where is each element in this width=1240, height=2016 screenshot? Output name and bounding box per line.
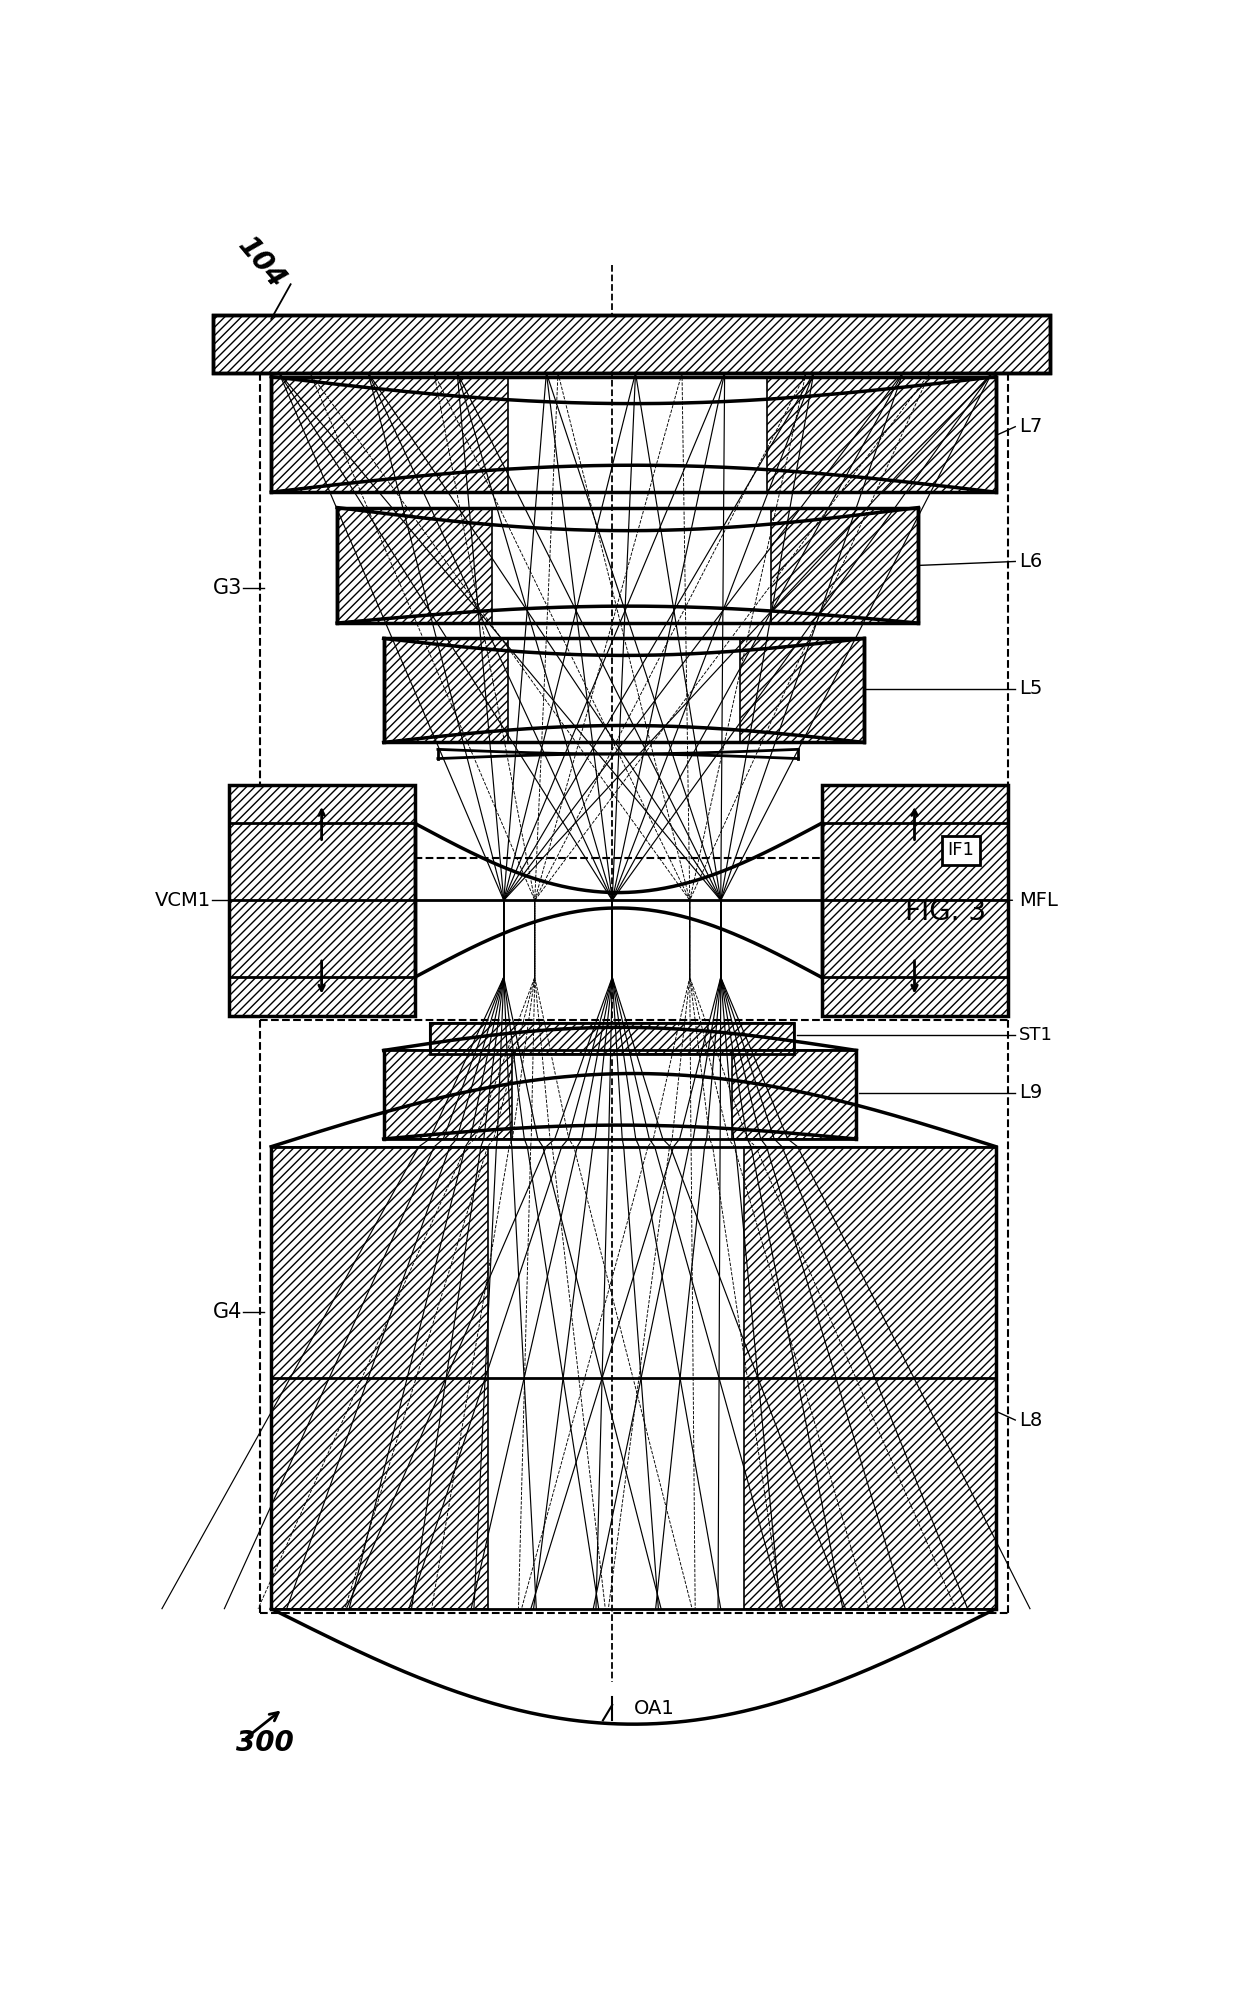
Bar bbox=[821, 784, 1007, 1016]
Text: G3: G3 bbox=[212, 579, 242, 599]
Text: L9: L9 bbox=[1019, 1083, 1043, 1103]
Text: L8: L8 bbox=[1019, 1411, 1043, 1429]
Text: IF1: IF1 bbox=[947, 841, 975, 859]
Text: VCM1: VCM1 bbox=[155, 891, 211, 909]
Bar bbox=[430, 1024, 795, 1054]
Text: OA1: OA1 bbox=[634, 1699, 675, 1718]
Bar bbox=[733, 1050, 857, 1139]
Bar bbox=[272, 377, 507, 492]
Text: 104: 104 bbox=[233, 232, 291, 294]
Bar bbox=[213, 314, 1050, 373]
Bar bbox=[383, 639, 864, 742]
Text: ST1: ST1 bbox=[1019, 1026, 1053, 1044]
Bar bbox=[213, 314, 1050, 373]
Bar bbox=[383, 1050, 857, 1139]
Text: L7: L7 bbox=[1019, 417, 1043, 435]
Bar bbox=[383, 1050, 511, 1139]
Text: L5: L5 bbox=[1019, 679, 1043, 698]
Bar bbox=[383, 639, 507, 742]
Text: G4: G4 bbox=[212, 1302, 242, 1322]
Bar bbox=[337, 508, 492, 623]
Text: FIG. 3: FIG. 3 bbox=[905, 897, 986, 925]
Bar bbox=[272, 1147, 489, 1609]
Text: 300: 300 bbox=[237, 1730, 294, 1758]
Bar bbox=[821, 784, 1007, 1016]
Bar bbox=[272, 1147, 996, 1609]
Bar bbox=[768, 377, 996, 492]
Bar bbox=[272, 377, 996, 492]
Bar bbox=[771, 508, 919, 623]
Text: L6: L6 bbox=[1019, 552, 1043, 571]
Bar bbox=[337, 508, 919, 623]
Text: MFL: MFL bbox=[1019, 891, 1058, 909]
Bar bbox=[430, 1024, 795, 1054]
Bar bbox=[228, 784, 414, 1016]
Bar bbox=[744, 1147, 996, 1609]
Bar bbox=[228, 784, 414, 1016]
Bar bbox=[740, 639, 864, 742]
